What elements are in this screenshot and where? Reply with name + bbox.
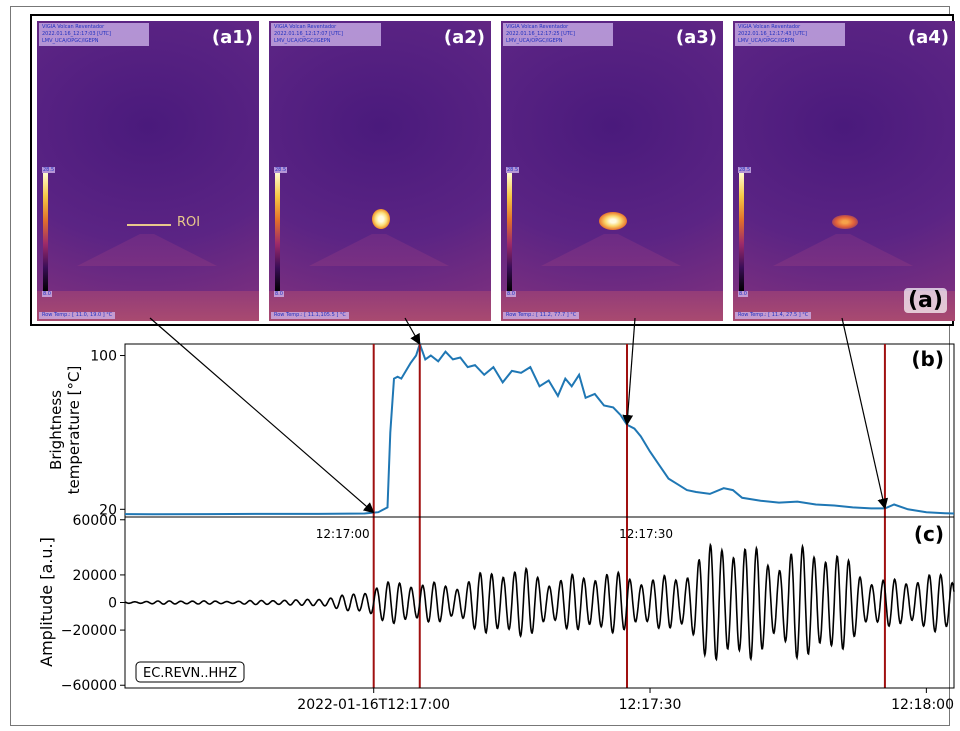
x-tick-label: 12:17:30 — [619, 697, 682, 713]
panel-label: (b) — [911, 347, 944, 371]
y-axis-label-line: Brightness — [47, 390, 65, 470]
colorbar-max: 28.5 — [42, 167, 56, 173]
colorbar-max: 28.5 — [506, 167, 520, 173]
colorbar-min: 8.0 — [738, 291, 748, 297]
y-axis-label-line: temperature [°C] — [65, 366, 83, 495]
y-tick-label: 100 — [90, 349, 117, 365]
thermal-image-a4: VIGIA Volcan Reventador 2022.01.16_12:17… — [733, 21, 955, 321]
plot-b-frame — [124, 343, 955, 518]
colorbar-max: 28.5 — [738, 167, 752, 173]
image-header: VIGIA Volcan Reventador 2022.01.16_12:17… — [735, 23, 845, 46]
colorbar — [43, 173, 48, 291]
y-axis-label: Brightnesstemperature [°C] — [47, 366, 83, 495]
image-header: VIGIA Volcan Reventador 2022.01.16_12:17… — [503, 23, 613, 46]
station-box — [135, 661, 245, 683]
y-tick-label: 20 — [99, 502, 117, 518]
image-label: (a1) — [211, 27, 253, 48]
y-axis-label: Amplitude [a.u.] — [37, 537, 56, 667]
image-footer: Row Temp.: [ 11.4, 27.5 ] °C — [735, 312, 812, 319]
x-tick-label: 12:18:00 — [891, 697, 954, 713]
figure-frame — [10, 6, 950, 726]
image-header: VIGIA Volcan Reventador 2022.01.16_12:17… — [271, 23, 381, 46]
time-annotation: 12:17:30 — [619, 527, 673, 541]
y-tick-label: −20000 — [61, 623, 117, 639]
y-tick-label: 60000 — [72, 513, 117, 529]
image-footer: Row Temp.: [ 11.2, 77.7 ] °C — [503, 312, 580, 319]
arrows — [149, 317, 889, 514]
hot-spot — [372, 209, 390, 229]
y-tick-label: 20000 — [72, 568, 117, 584]
station-label: EC.REVN..HHZ — [143, 666, 237, 681]
colorbar-min: 8.0 — [274, 291, 284, 297]
hot-spot — [599, 212, 627, 230]
pointer-arrow — [149, 317, 375, 514]
roi-label: ROI — [177, 215, 201, 230]
colorbar — [739, 173, 744, 291]
panel-a-label: (a) — [904, 288, 947, 313]
colorbar-max: 28.5 — [274, 167, 288, 173]
y-tick-label: 0 — [108, 596, 117, 612]
colorbar — [275, 173, 280, 291]
pointer-arrow — [622, 317, 636, 426]
thermal-image-a2: VIGIA Volcan Reventador 2022.01.16_12:17… — [269, 21, 491, 321]
panel-b: 20 100 12:17:00 12:17:30 Brightnesstemperatu… — [47, 340, 955, 688]
image-label: (a3) — [675, 27, 717, 48]
thermal-image-a3: VIGIA Volcan Reventador 2022.01.16_12:17… — [501, 21, 723, 321]
pointer-arrow — [404, 317, 421, 345]
time-annotation: 12:17:00 — [316, 527, 370, 541]
temperature-series — [124, 340, 955, 516]
roi-marker — [127, 224, 171, 226]
image-label: (a4) — [907, 27, 949, 48]
panel-a-thermal-images: VIGIA Volcan Reventador 2022.01.16_12:17… — [30, 14, 955, 326]
panel-label: (c) — [914, 522, 944, 546]
colorbar — [507, 173, 512, 291]
panel-c: −60000 −20000 0 20000 60000 2022-01-16T12:17:… — [37, 513, 955, 713]
image-label: (a2) — [443, 27, 485, 48]
seismic-waveform — [124, 542, 955, 662]
x-tick-label: 2022-01-16T12:17:00 — [297, 697, 450, 713]
thermal-image-a1: VIGIA Volcan Reventador 2022.01.16_12:17… — [37, 21, 259, 321]
colorbar-min: 8.0 — [42, 291, 52, 297]
colorbar-min: 8.0 — [506, 291, 516, 297]
y-tick-label: −60000 — [61, 678, 117, 694]
image-header: VIGIA Volcan Reventador 2022.01.16_12:17… — [39, 23, 149, 46]
image-footer: Row Temp.: [ 11.1,105.5 ] °C — [271, 312, 349, 319]
image-footer: Row Temp.: [ 11.0, 19.0 ] °C — [39, 312, 116, 319]
pointer-arrow — [841, 317, 889, 510]
plot-c-frame — [124, 516, 955, 689]
hot-spot — [832, 215, 858, 229]
